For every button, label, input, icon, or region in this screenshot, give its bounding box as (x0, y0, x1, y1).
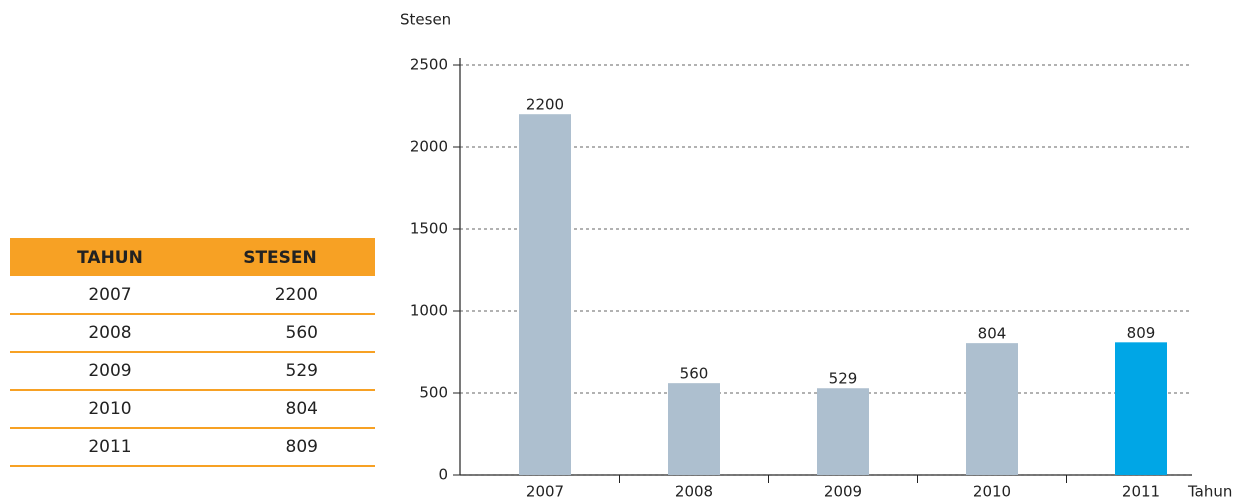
table-cell: 2200 (275, 285, 318, 305)
x-tick-label: 2010 (973, 483, 1011, 501)
table-cell: 809 (286, 437, 318, 457)
table-cell: 2008 (88, 323, 131, 343)
y-tick-label: 2000 (410, 138, 448, 156)
value-label: 2200 (526, 96, 564, 114)
table-header-cell: STESEN (243, 248, 317, 268)
table-header-cell: TAHUN (77, 248, 143, 268)
y-tick-label: 1500 (410, 220, 448, 238)
table-cell: 529 (286, 361, 318, 381)
table-cell: 2009 (88, 361, 131, 381)
table-cell: 2010 (88, 399, 131, 419)
bar (668, 383, 720, 475)
bar (817, 388, 869, 475)
bar (966, 343, 1018, 475)
table-cell: 2007 (88, 285, 131, 305)
x-tick-label: 2007 (526, 483, 564, 501)
bar (519, 114, 571, 475)
y-tick-label: 2500 (410, 56, 448, 74)
y-tick-label: 1000 (410, 302, 448, 320)
value-label: 804 (978, 325, 1007, 343)
x-axis-label: Tahun (1187, 483, 1232, 501)
y-tick-label: 500 (419, 384, 448, 402)
x-tick-label: 2008 (675, 483, 713, 501)
value-label: 529 (829, 370, 858, 388)
x-tick-label: 2009 (824, 483, 862, 501)
table-cell: 804 (286, 399, 318, 419)
table-cell: 560 (286, 323, 318, 343)
value-label: 560 (680, 365, 709, 383)
bar (1115, 342, 1167, 475)
value-label: 809 (1127, 324, 1156, 342)
table-header-bg (10, 238, 375, 276)
table-cell: 2011 (88, 437, 131, 457)
y-axis-label: Stesen (400, 11, 451, 29)
y-tick-label: 0 (438, 466, 448, 484)
x-tick-label: 2011 (1122, 483, 1160, 501)
